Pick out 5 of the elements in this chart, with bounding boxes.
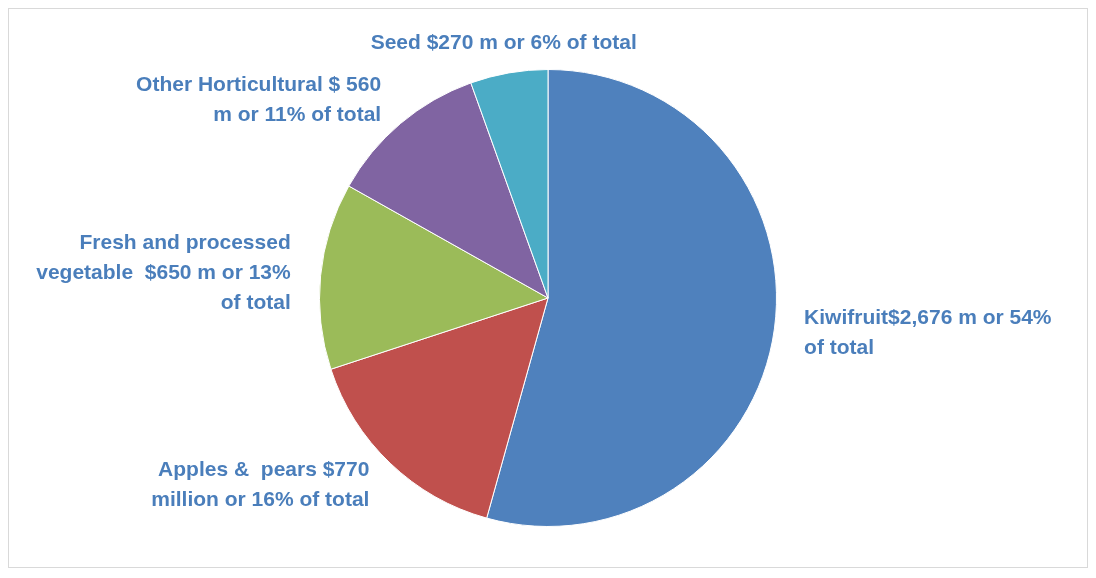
slice-label: Fresh and processed vegetable $650 m or 13% of total [36,229,292,313]
slice-label: Kiwifruit$2,676 m or 54% of total [804,304,1052,358]
slice-label: Other Horticultural $ 560 m or 11% of total [136,72,382,126]
slice-label: Apples & pears $770 million or 16% of total [151,456,370,510]
slice-label: Seed $270 m or 6% of total [370,30,637,54]
